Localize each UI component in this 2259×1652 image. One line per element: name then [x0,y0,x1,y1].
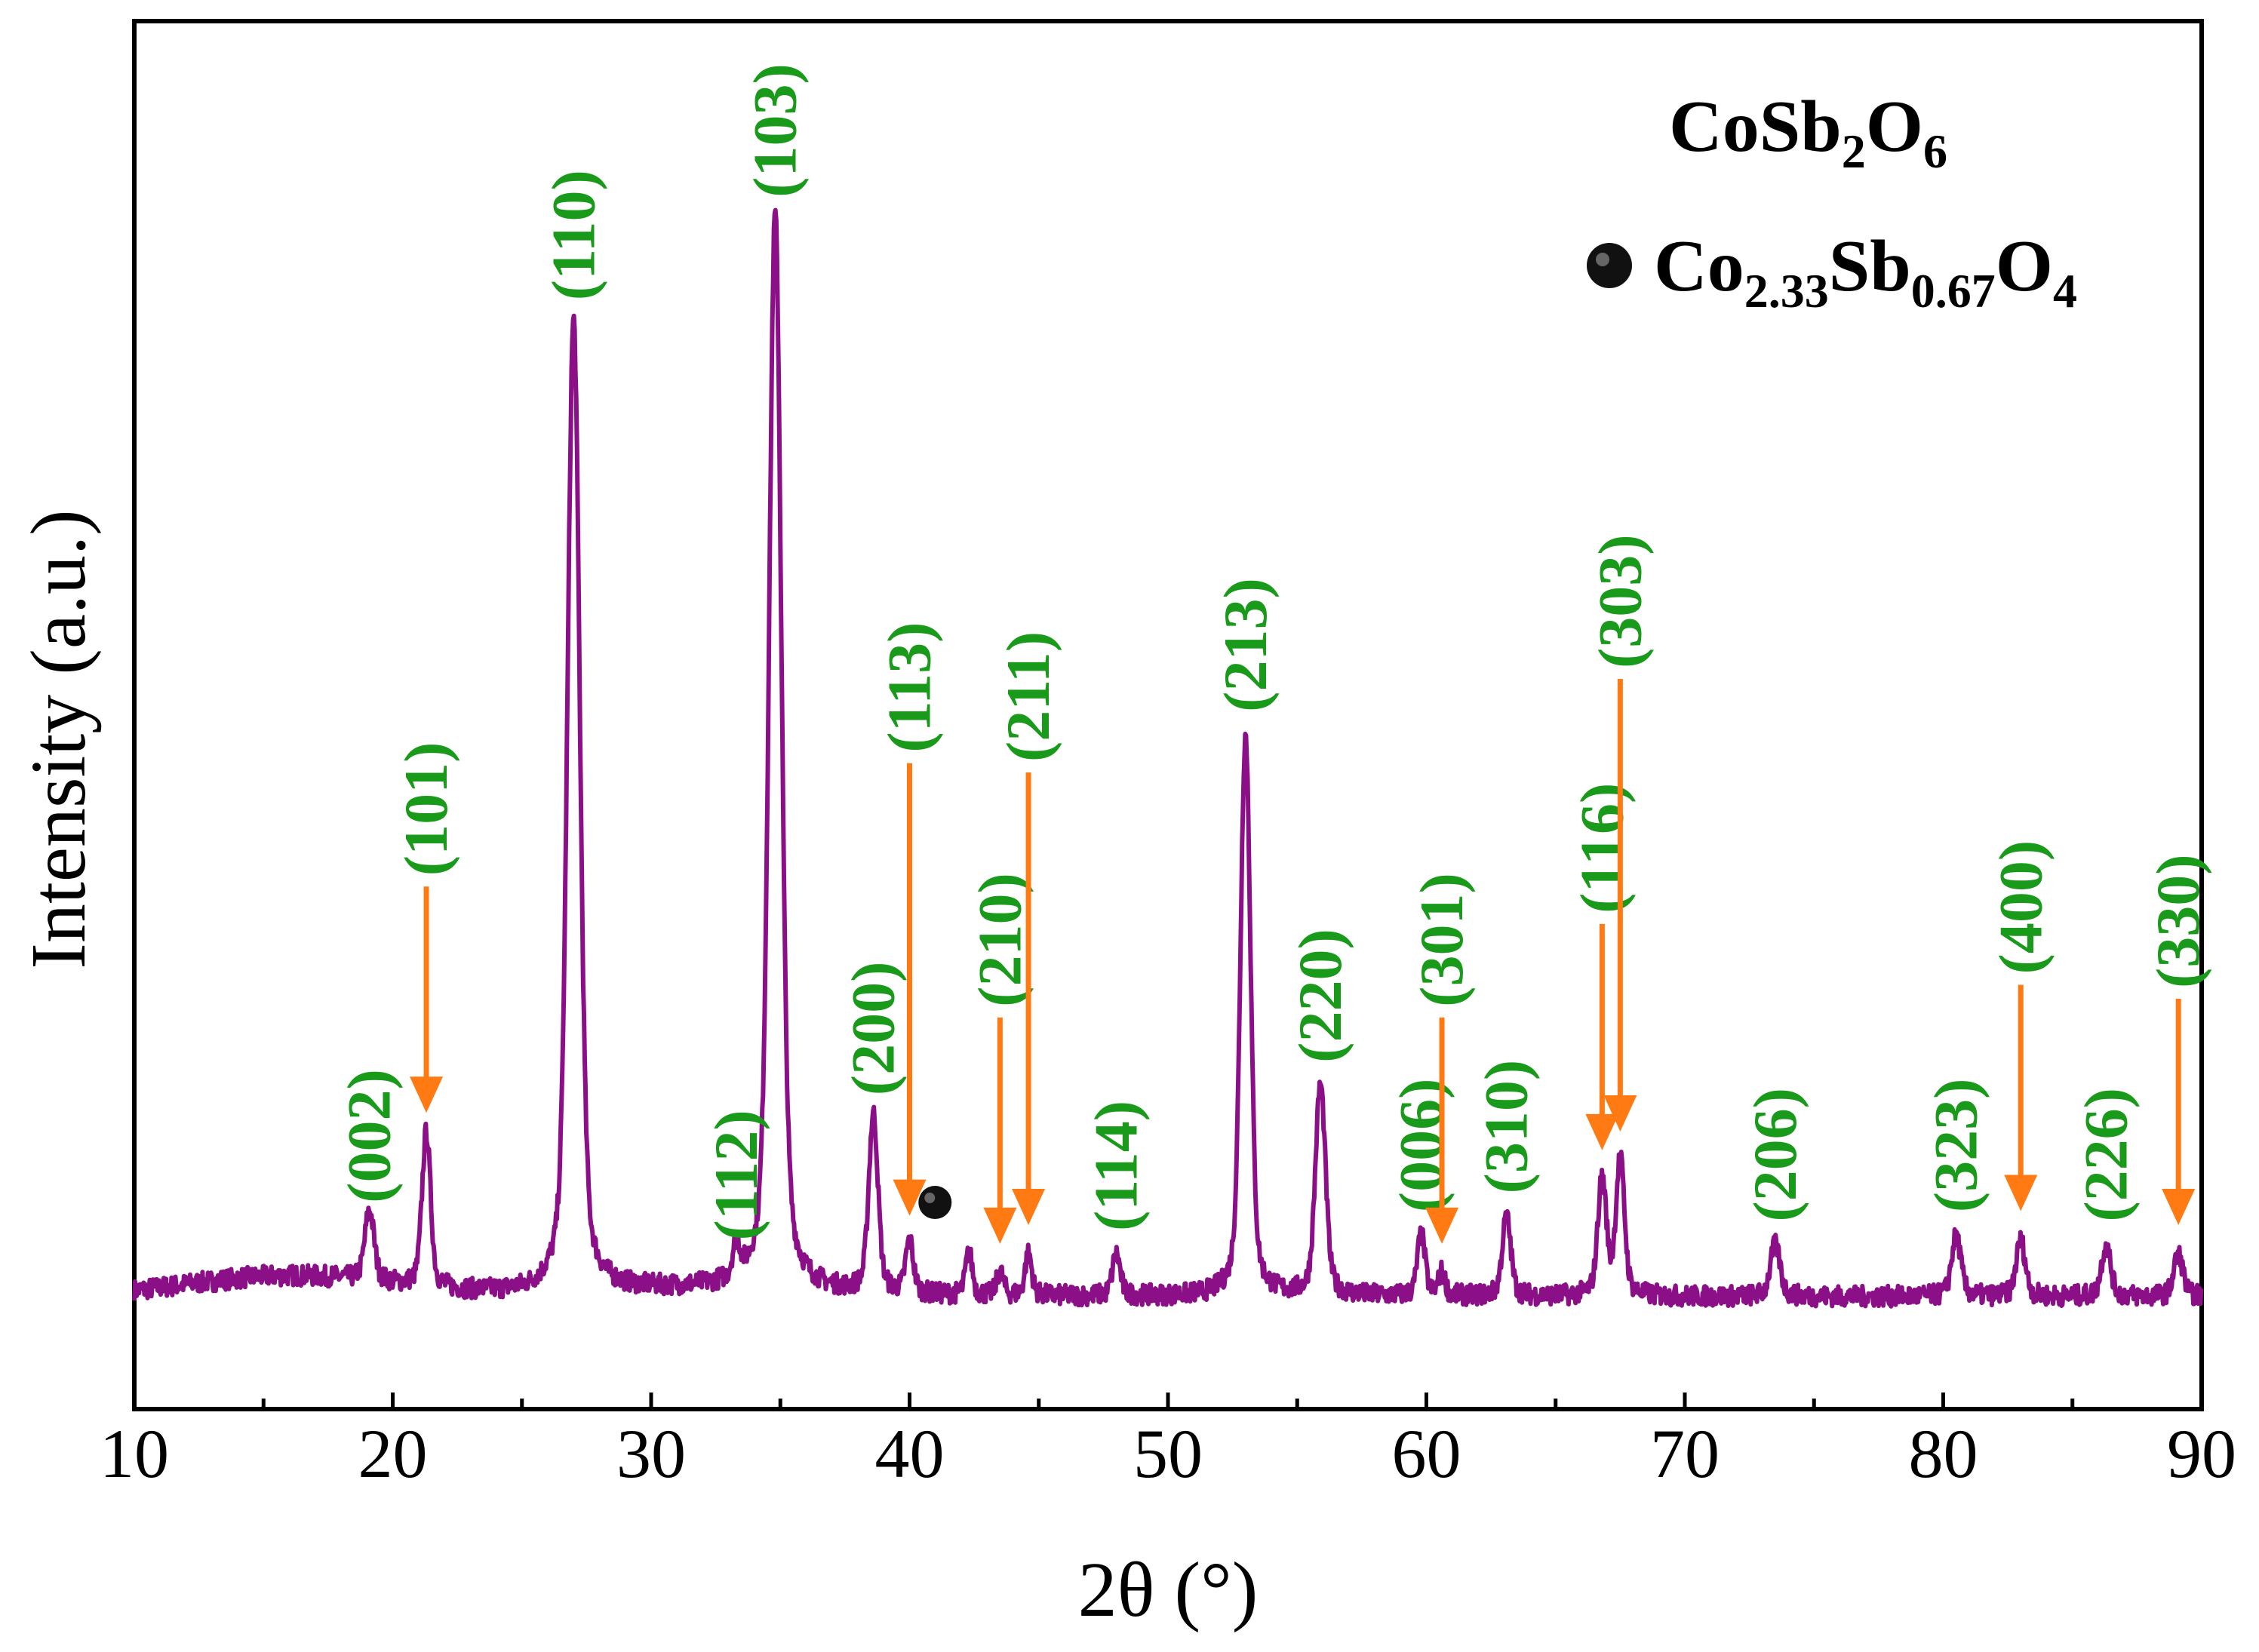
impurity-peak-marker-highlight [924,1193,936,1204]
legend-formula-subscript: 2.33 [1744,264,1829,318]
peak-hkl-label: (226) [2071,1088,2140,1222]
peak-arrow-head [2004,1175,2038,1211]
peak-hkl-label: (114) [1082,1101,1151,1231]
x-axis-title: 2θ (°) [1078,1546,1259,1633]
peak-hkl-label: (213) [1211,578,1280,712]
legend: CoSb2O6 Co2.33Sb0.67O4 [1587,86,2077,318]
peak-hkl-label: (323) [1922,1079,1990,1213]
legend-formula-subscript: 2 [1842,124,1866,178]
peak-hkl-label: (210) [965,873,1034,1007]
x-axis: 10 20 30 40 50 60 70 80 90 [100,1393,2236,1492]
peak-arrow-head [2162,1189,2196,1226]
x-tick-label: 60 [1392,1415,1461,1492]
peak-hkl-label: (110) [539,170,607,300]
impurity-peak-marker [918,1186,952,1220]
y-axis-title: Intensity (a.u.) [15,509,102,969]
peak-arrow-head [1425,1207,1459,1244]
legend-formula-part: CoSb [1669,86,1842,167]
legend-impurity-marker [1587,243,1632,288]
xrd-series-line [132,207,2204,1309]
peak-hkl-label: (101) [392,742,460,877]
legend-formula-subscript: 0.67 [1911,264,1996,318]
peak-hkl-label: (310) [1472,1060,1541,1194]
peak-hkl-label: (400) [1986,840,2055,975]
peak-arrow-head [983,1207,1017,1244]
legend-formula-part: O [1866,86,1923,167]
peak-hkl-label: (116) [1567,783,1636,914]
x-tick-label: 30 [616,1415,686,1492]
legend-entry-co233sb067o4: Co2.33Sb0.67O4 [1654,226,2077,318]
peak-hkl-label: (200) [839,962,908,1096]
x-tick-label: 90 [2167,1415,2236,1492]
peak-arrow-head [1603,1095,1637,1132]
legend-formula-subscript: 6 [1923,124,1947,178]
x-tick-label: 70 [1650,1415,1720,1492]
peak-hkl-label: (211) [994,631,1062,762]
x-tick-label: 10 [100,1415,169,1492]
legend-formula-part: Co [1654,226,1744,307]
peak-arrow-head [893,1179,927,1216]
peak-hkl-label: (006) [1387,1079,1455,1213]
peak-hkl-label: (301) [1407,873,1476,1007]
peak-hkl-label: (002) [335,1069,404,1203]
peak-hkl-label: (112) [702,1110,770,1240]
x-tick-label: 80 [1909,1415,1978,1492]
peak-hkl-label: (220) [1286,929,1354,1063]
peak-hkl-label: (206) [1741,1088,1809,1222]
peak-arrow-head [1585,1113,1619,1150]
legend-formula-subscript: 4 [2053,264,2077,318]
peak-annotations: (002) (101) (110) (112) (103) (200) (113) (210)… [335,63,2212,1244]
peak-arrow-head [1012,1189,1046,1226]
peak-hkl-label: (113) [875,622,944,753]
x-tick-label: 20 [358,1415,428,1492]
legend-formula-part: Sb [1829,226,1911,307]
legend-formula-part: O [1996,226,2053,307]
peak-hkl-label: (330) [2144,854,2212,988]
x-tick-label: 40 [875,1415,945,1492]
x-tick-label: 50 [1133,1415,1203,1492]
legend-impurity-marker-highlight [1596,253,1609,266]
peak-arrow-head [410,1076,444,1113]
peak-hkl-label: (303) [1585,534,1654,668]
legend-entry-cosb2o6: CoSb2O6 [1669,86,1947,178]
peak-hkl-label: (103) [740,63,809,198]
